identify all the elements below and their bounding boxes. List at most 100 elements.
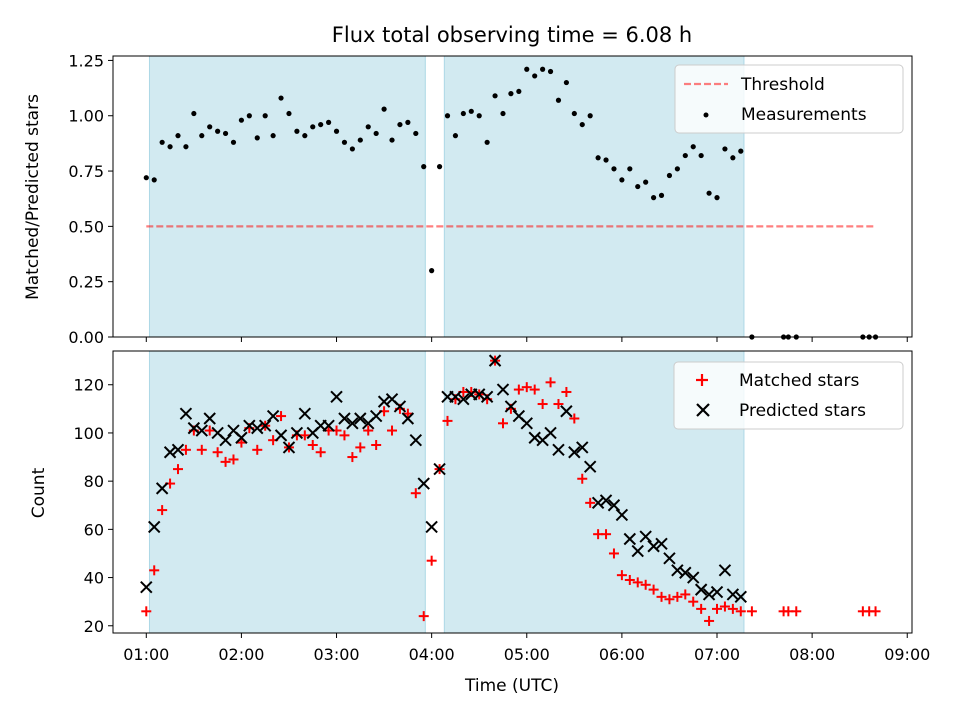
measurement-point [326, 119, 332, 125]
matched-star-point [696, 603, 707, 614]
measurement-point [698, 152, 704, 159]
matched-star-point [648, 584, 659, 595]
matched-star-point [727, 603, 738, 614]
predicted-star-point [401, 412, 415, 425]
measurement-point [405, 119, 411, 125]
top-shaded-interval-0 [148, 55, 426, 338]
bottom-y-ticks: 20 40 60 80 100 120 [73, 376, 113, 636]
matched-star-point [585, 497, 596, 508]
bottom-x-tick-label: 07:00 [694, 645, 740, 664]
measurement-point [175, 133, 181, 139]
measurement-point [643, 179, 649, 185]
measurement-point [682, 152, 688, 159]
measurement-point [262, 113, 268, 119]
measurement-point [650, 195, 657, 201]
measurement-point [627, 166, 633, 172]
matched-star-point [426, 555, 437, 566]
predicted-star-point [671, 564, 684, 577]
top-y-tick-label: 1.00 [68, 107, 104, 126]
predicted-star-point [710, 585, 724, 599]
x-axis-label: Time (UTC) [464, 676, 559, 696]
predicted-star-point [148, 520, 161, 534]
measurement-point [397, 121, 403, 128]
predicted-star-point [591, 496, 605, 510]
predicted-star-point [679, 566, 692, 579]
top-y-tick-label: 0.50 [68, 217, 104, 236]
figure-title: Flux total observing time = 6.08 h [332, 23, 692, 47]
bottom-plot-frame [112, 350, 913, 634]
measurement-point [215, 128, 221, 134]
measurement-point [199, 133, 205, 139]
measurement-point [389, 137, 395, 143]
predicted-star-point [734, 590, 747, 604]
predicted-star-point [449, 390, 462, 404]
matched-star-point [315, 447, 326, 458]
measurement-point [476, 113, 482, 119]
measurement-point [436, 164, 443, 170]
matched-star-point [656, 591, 667, 602]
matched-star-point [746, 606, 757, 617]
bottom-y-tick-label: 100 [73, 424, 104, 443]
measurement-point [254, 135, 260, 141]
measurement-point [373, 130, 379, 137]
measurement-point [151, 177, 157, 183]
bottom-y-tick-label: 60 [84, 520, 104, 539]
matched-star-point [228, 454, 239, 465]
matched-star-point [220, 456, 231, 467]
matched-star-point [196, 444, 207, 455]
measurement-point [294, 128, 300, 134]
measurement-point [167, 144, 173, 150]
bottom-x-tick-label: 08:00 [789, 645, 835, 664]
measurement-point [619, 177, 625, 183]
matched-star-point [616, 570, 627, 581]
measurement-point [365, 124, 371, 130]
predicted-star-point [639, 530, 652, 543]
measurement-point [587, 113, 593, 119]
matched-star-point [141, 606, 152, 617]
predicted-star-point [338, 412, 351, 425]
bottom-x-tick-label: 02:00 [218, 645, 264, 664]
predicted-star-point [219, 433, 232, 447]
legend-measurements-label: Measurements [741, 105, 867, 125]
measurement-point [159, 139, 165, 145]
predicted-star-point [274, 429, 288, 442]
legend-predicted-swatch [696, 403, 710, 417]
matched-star-point [371, 440, 382, 450]
predicted-star-point [235, 431, 248, 444]
bottom-shaded-interval-0 [148, 350, 426, 634]
bottom-x-ticks: 01:00 02:00 03:00 04:00 05:00 06:00 07:00 08:00… [123, 633, 930, 664]
matched-star-point [236, 437, 247, 448]
measurement-point [191, 110, 197, 117]
measurement-point [468, 108, 474, 114]
matched-star-point [212, 447, 223, 458]
measurement-point [516, 88, 522, 95]
legend-threshold-label: Threshold [740, 75, 825, 95]
measurement-point [310, 124, 316, 130]
measurement-point [460, 110, 466, 117]
measurement-point [690, 144, 696, 150]
predicted-star-point [243, 419, 256, 432]
measurement-point [246, 113, 252, 119]
measurement-point [238, 117, 245, 123]
matched-star-point [157, 505, 168, 516]
bottom-x-tick-label: 09:00 [884, 645, 930, 664]
predicted-star-point [655, 537, 668, 551]
matched-star-point [561, 386, 572, 397]
matched-star-point [521, 382, 532, 393]
measurement-point [579, 121, 585, 128]
top-y-ticks: 0.00 0.25 0.50 0.75 1.00 1.25 [68, 51, 113, 347]
measurement-point [714, 195, 720, 201]
bottom-x-tick-label: 01:00 [123, 645, 169, 664]
measurement-point [532, 73, 538, 79]
matched-star-point [513, 384, 524, 395]
predicted-star-point [473, 388, 486, 401]
measurement-point [222, 130, 229, 137]
measurement-point [540, 66, 546, 72]
matched-star-point [410, 488, 421, 499]
measurement-point [492, 93, 498, 99]
predicted-star-point [322, 419, 335, 432]
predicted-star-point [409, 433, 423, 447]
bottom-y-axis-label: Count [29, 467, 49, 518]
measurement-point [318, 121, 324, 128]
predicted-star-point [354, 412, 367, 425]
